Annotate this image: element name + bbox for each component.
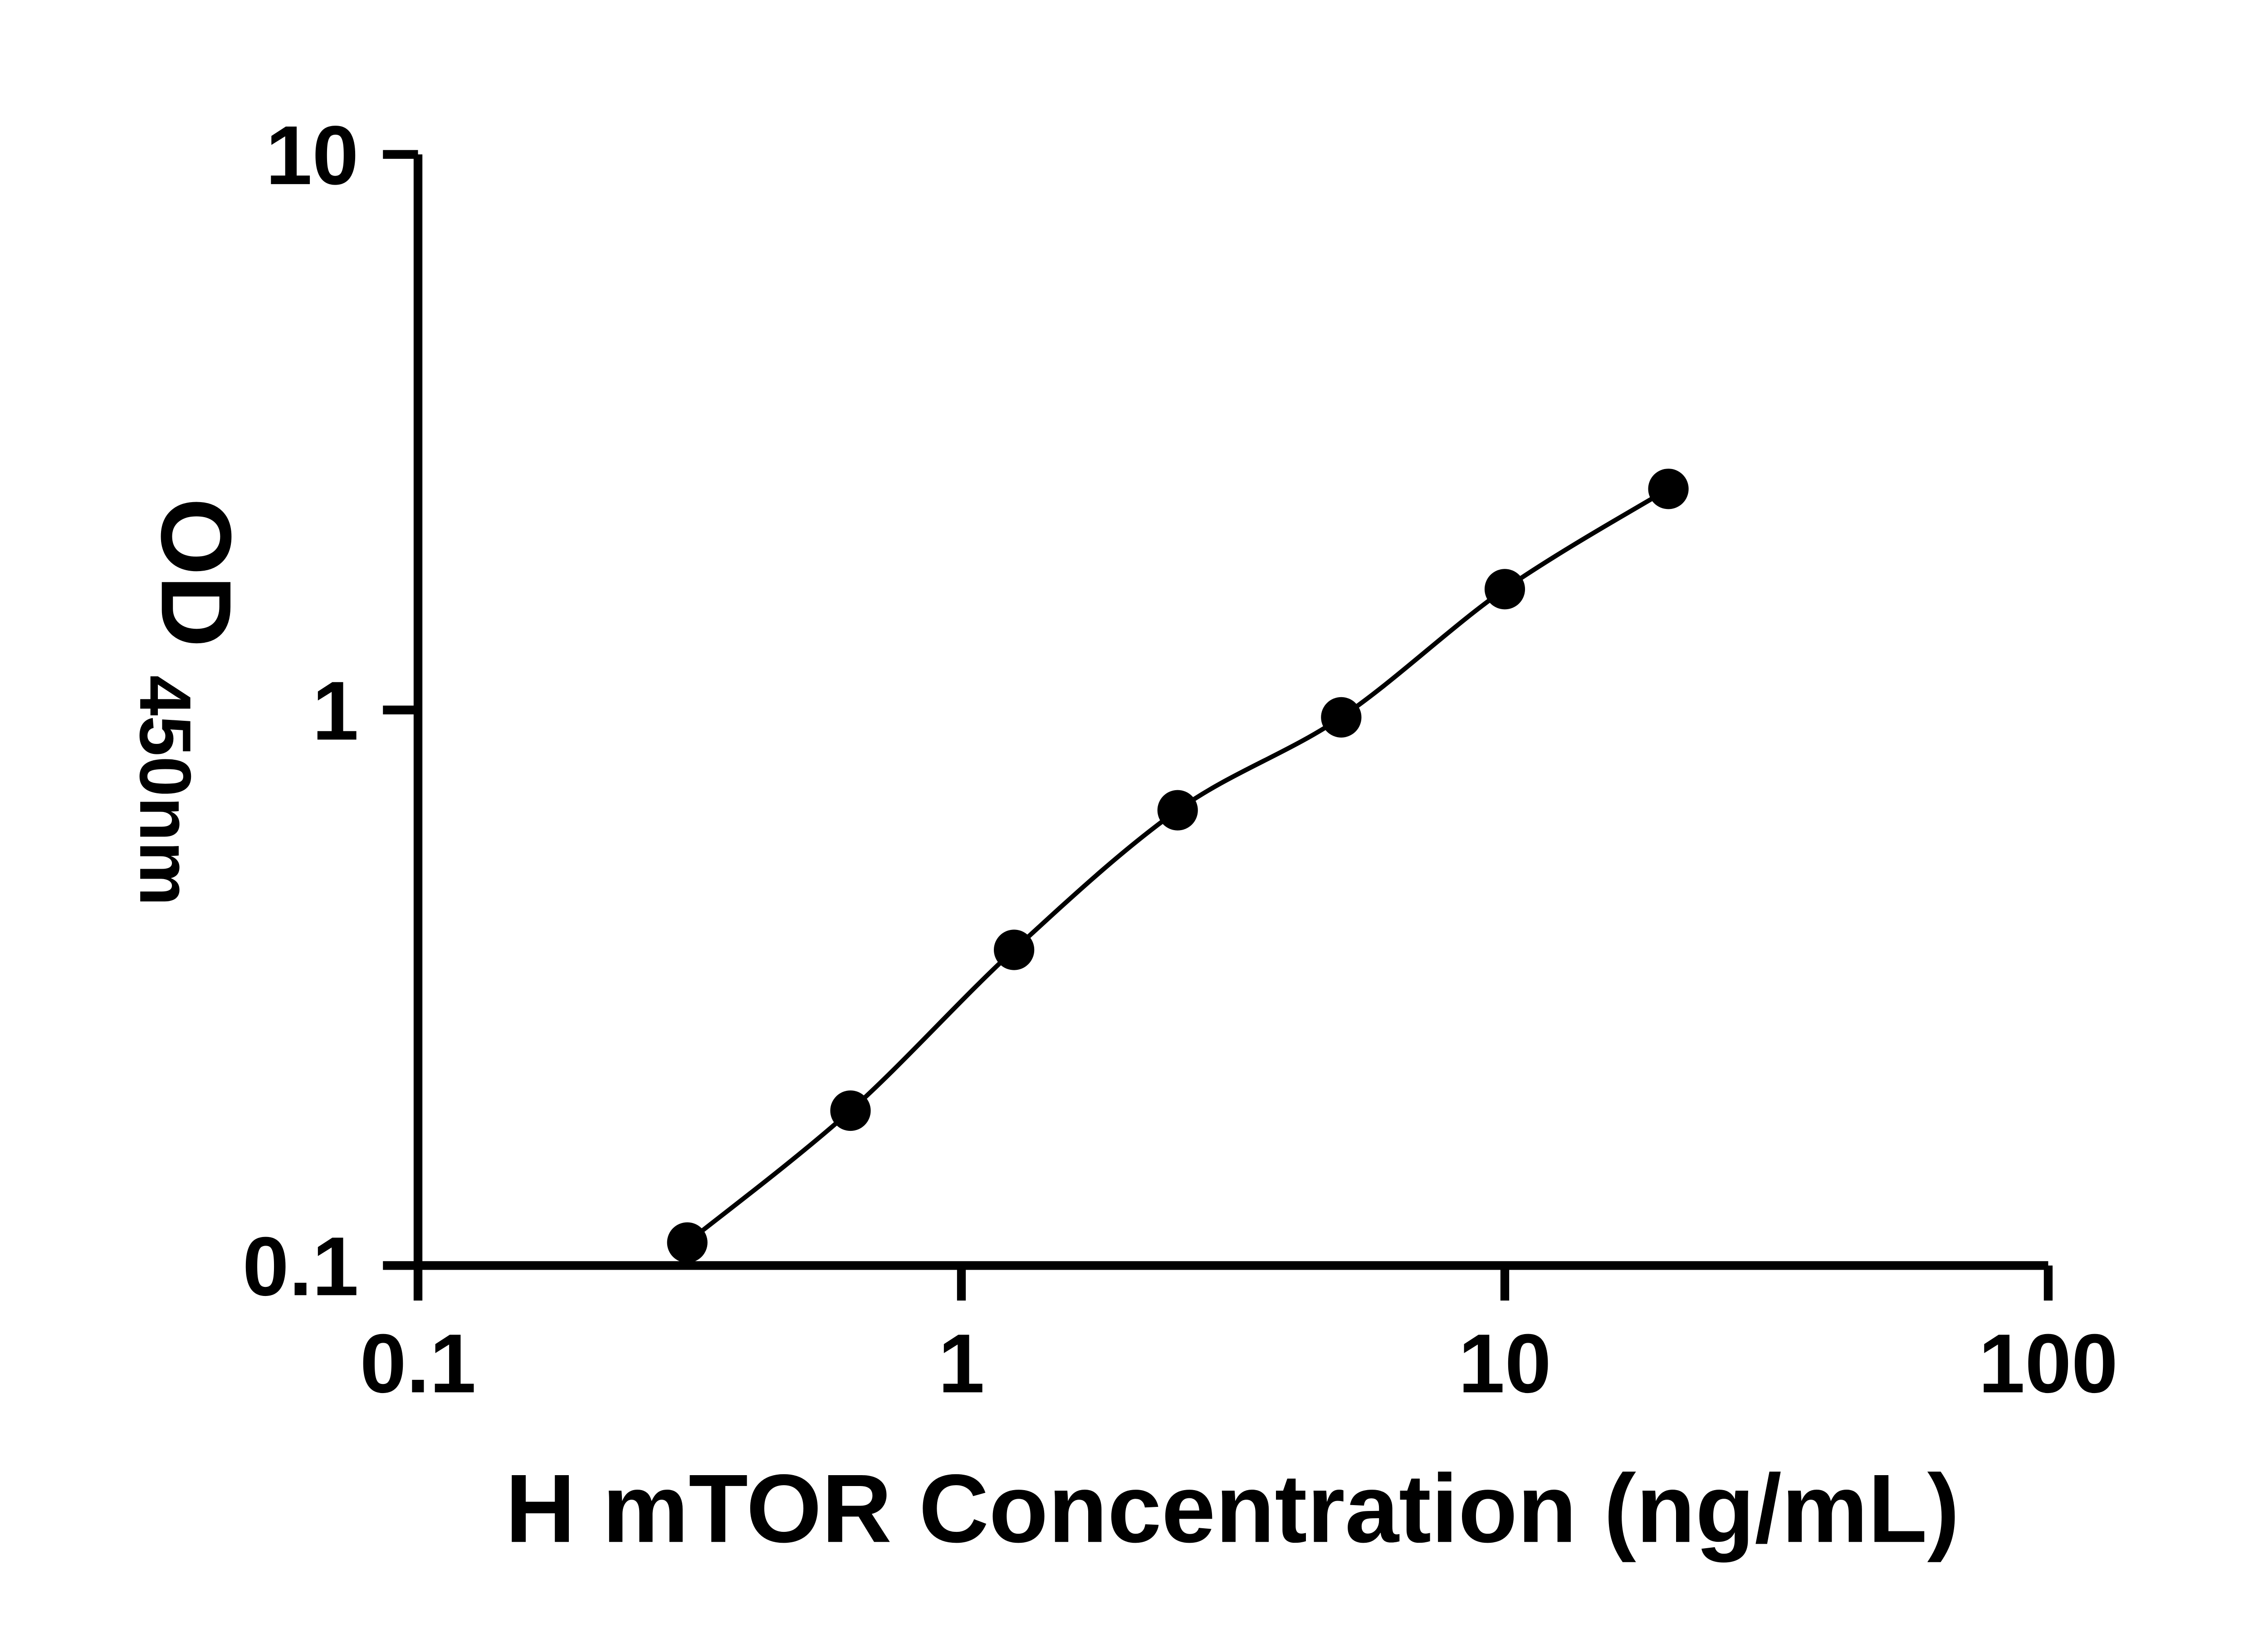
data-point-marker [1157, 790, 1198, 831]
data-point-marker [994, 929, 1035, 970]
y-axis-title: OD 450nm [124, 498, 252, 906]
axis-spines [413, 154, 2048, 1270]
axes: 0.1 1 10 100 0.1 1 10 [243, 109, 2118, 1410]
fit-curve [685, 487, 1670, 1245]
x-axis-title: H mTOR Concentration (ng/mL) [505, 1454, 1960, 1563]
x-tick-label: 100 [1979, 1317, 2118, 1410]
data-point-marker [830, 1090, 871, 1131]
data-point-marker [1648, 469, 1689, 509]
x-tick-label: 10 [1458, 1317, 1551, 1410]
y-tick-label: 0.1 [243, 1220, 359, 1313]
x-tick-label: 0.1 [360, 1317, 476, 1410]
y-axis-title-subscript: 450nm [124, 675, 205, 906]
y-tick-label: 10 [266, 109, 359, 202]
data-point-marker [1321, 697, 1362, 738]
y-axis-title-main: OD [141, 498, 252, 647]
data-point-marker [667, 1222, 708, 1263]
y-tick-label: 1 [312, 665, 358, 758]
x-tick-label: 1 [938, 1317, 985, 1410]
series-group [667, 469, 1689, 1263]
data-point-marker [1484, 569, 1525, 610]
